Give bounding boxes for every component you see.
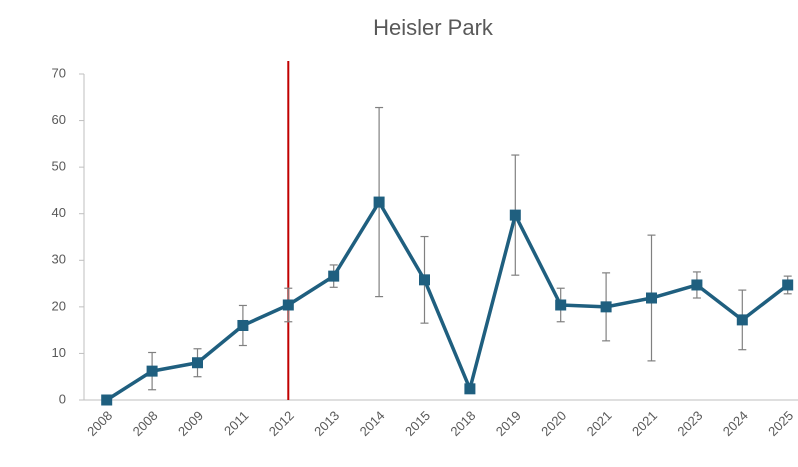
y-tick-label: 60 — [52, 112, 66, 127]
marker — [373, 196, 385, 208]
x-tick-label: 2009 — [175, 408, 206, 439]
x-tick-label: 2013 — [311, 408, 342, 439]
marker — [237, 319, 249, 331]
y-tick-label: 30 — [52, 252, 66, 267]
y-tick-label: 50 — [52, 159, 66, 174]
marker — [192, 357, 203, 369]
x-tick-label: 2021 — [629, 408, 660, 439]
x-tick-label: 2008 — [130, 408, 161, 439]
x-tick-label: 2015 — [402, 408, 433, 439]
y-tick-label: 40 — [52, 205, 66, 220]
x-tick-label: 2014 — [357, 408, 388, 439]
x-tick-label: 2019 — [493, 408, 524, 439]
chart-title: Heisler Park — [373, 15, 494, 40]
marker — [101, 394, 113, 406]
x-tick-label: 2021 — [584, 408, 615, 439]
x-tick-label: 2012 — [266, 408, 297, 439]
marker — [691, 279, 703, 291]
marker — [328, 270, 340, 282]
marker — [282, 299, 294, 311]
y-tick-label: 20 — [52, 298, 66, 313]
marker — [782, 279, 794, 291]
y-tick-label: 0 — [59, 391, 66, 406]
marker — [600, 301, 612, 313]
marker — [464, 383, 476, 395]
marker — [646, 292, 657, 304]
x-tick-label: 2025 — [765, 408, 796, 439]
y-tick-label: 70 — [52, 65, 66, 80]
x-tick-label: 2018 — [447, 408, 478, 439]
marker — [509, 209, 521, 221]
x-tick-label: 2020 — [538, 408, 569, 439]
y-tick-label: 10 — [52, 345, 66, 360]
marker — [555, 299, 567, 311]
series-line — [105, 200, 789, 402]
x-tick-label: 2008 — [84, 408, 115, 439]
marker — [736, 314, 748, 326]
x-tick-label: 2024 — [720, 408, 751, 439]
x-tick-label: 2023 — [674, 408, 705, 439]
marker — [419, 274, 430, 286]
marker — [146, 365, 158, 377]
x-tick-label: 2011 — [221, 408, 251, 438]
